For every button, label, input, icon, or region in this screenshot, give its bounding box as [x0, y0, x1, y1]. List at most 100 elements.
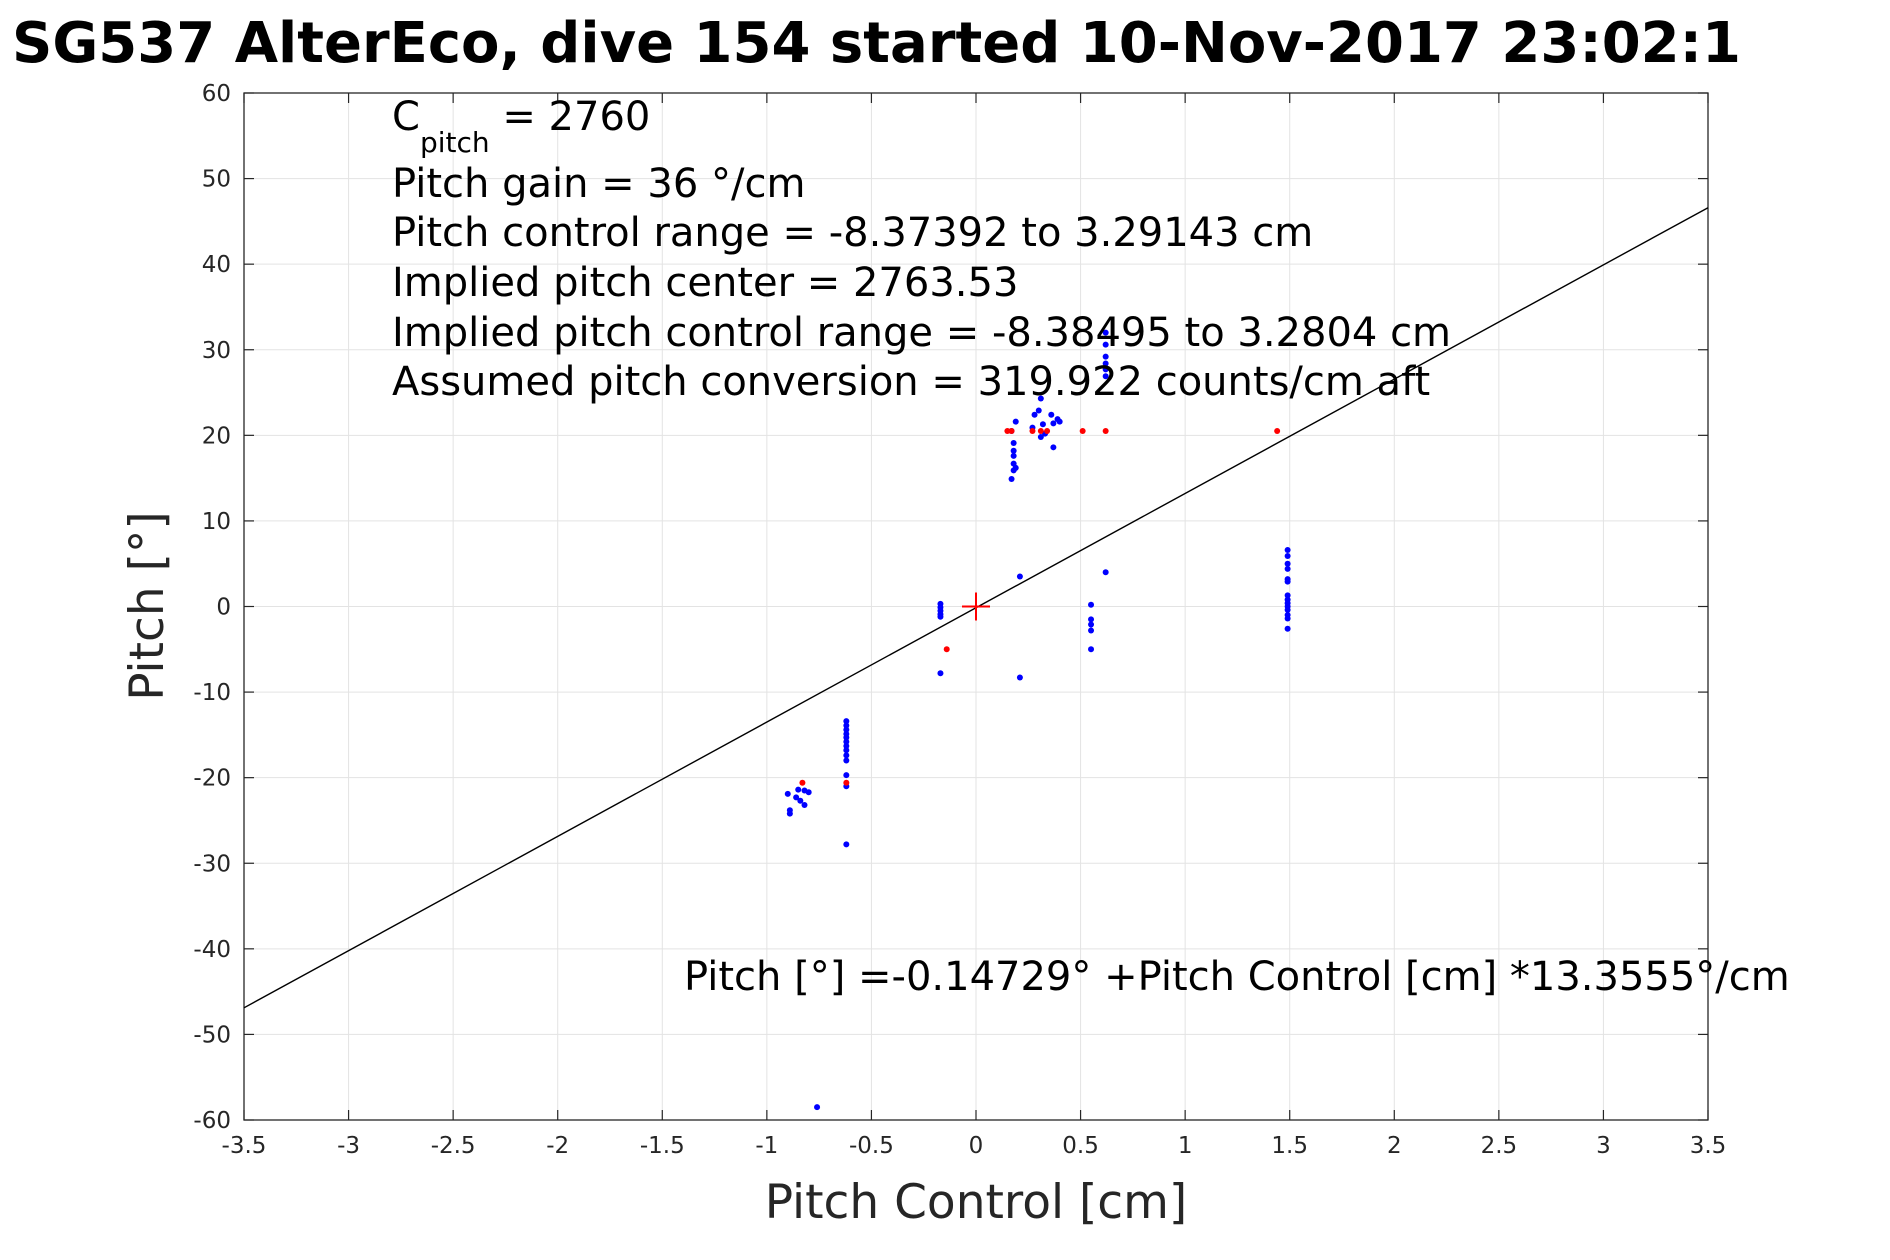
data-point — [795, 786, 802, 793]
y-tick-label: -10 — [193, 680, 231, 706]
data-point — [814, 1104, 821, 1111]
x-tick-label: 0.5 — [1062, 1133, 1099, 1159]
data-point — [1016, 573, 1023, 580]
data-point — [1284, 606, 1291, 613]
data-point — [1088, 627, 1095, 634]
data-point — [1012, 464, 1019, 471]
data-point — [1050, 444, 1057, 451]
x-tick-label: -1.5 — [640, 1133, 685, 1159]
data-point — [1102, 428, 1109, 435]
data-point — [843, 734, 850, 741]
y-tick-label: -50 — [193, 1022, 231, 1048]
data-point — [1284, 560, 1291, 567]
data-point — [805, 789, 812, 796]
data-point — [1012, 418, 1019, 425]
data-point — [1284, 565, 1291, 572]
data-point — [1048, 411, 1055, 418]
y-tick-label: 60 — [202, 81, 231, 107]
data-point — [1102, 353, 1109, 360]
y-tick-label: 50 — [202, 167, 231, 193]
data-point — [843, 722, 850, 729]
data-point — [843, 779, 850, 786]
x-tick-label: -3.5 — [222, 1133, 267, 1159]
x-tick-label: -2.5 — [431, 1133, 476, 1159]
annotation-pitch-control-range: Pitch control range = -8.37392 to 3.2914… — [392, 210, 1313, 256]
x-tick-label: 1.5 — [1271, 1133, 1308, 1159]
y-tick-label: 30 — [202, 338, 231, 364]
data-point — [1004, 428, 1011, 435]
y-tick-labels: -60 -50 -40 -30 -20 -10 0 10 20 30 40 50 60 — [193, 81, 231, 1134]
annotation-assumed-pitch-conversion: Assumed pitch conversion = 319.922 count… — [392, 359, 1430, 405]
data-point — [793, 794, 800, 801]
data-point — [1056, 418, 1063, 425]
data-point — [843, 752, 850, 759]
data-point — [937, 670, 944, 677]
x-tick-label: 2 — [1387, 1133, 1402, 1159]
data-point — [1284, 625, 1291, 632]
data-point — [1044, 428, 1051, 435]
c-pitch-annotation: Cpitch = 2760 — [392, 94, 650, 159]
data-point — [843, 726, 850, 733]
data-point — [1102, 329, 1109, 336]
data-point — [1010, 452, 1017, 459]
center-marker — [962, 592, 990, 621]
y-tick-label: -60 — [193, 1108, 231, 1134]
annotation-pitch-gain: Pitch gain = 36 °/cm — [392, 161, 805, 207]
fit-equation: Pitch [°] =-0.14729° +Pitch Control [cm]… — [684, 954, 1790, 1000]
data-point — [1010, 440, 1017, 447]
data-point — [1037, 395, 1044, 402]
annotation-block: Cpitch = 2760 Pitch gain = 36 °/cm Pitch… — [392, 94, 1451, 405]
y-tick-label: 0 — [216, 595, 231, 621]
y-tick-label: 10 — [202, 509, 231, 535]
data-point — [1284, 547, 1291, 554]
data-point — [1284, 578, 1291, 585]
y-tick-label: -20 — [193, 766, 231, 792]
data-point — [843, 841, 850, 848]
data-point — [1029, 428, 1036, 435]
x-tick-label: 3.5 — [1690, 1133, 1727, 1159]
grid — [243, 92, 1709, 1121]
data-point — [1008, 475, 1015, 482]
data-point — [1050, 420, 1057, 427]
x-tick-label: 0 — [969, 1133, 984, 1159]
data-point — [801, 802, 808, 809]
x-axis-label: Pitch Control [cm] — [765, 1175, 1188, 1230]
data-point — [1088, 601, 1095, 608]
data-point — [1102, 373, 1109, 380]
annotation-implied-pitch-control-range: Implied pitch control range = -8.38495 t… — [392, 310, 1451, 356]
data-point — [843, 757, 850, 764]
data-point — [1284, 592, 1291, 599]
data-point — [843, 772, 850, 779]
c-pitch-prefix: C — [392, 94, 420, 140]
data-point — [797, 797, 804, 804]
data-point — [1102, 360, 1109, 367]
data-point — [1016, 674, 1023, 681]
data-point — [1284, 615, 1291, 622]
data-point — [784, 790, 791, 797]
x-tick-label: 3 — [1596, 1133, 1611, 1159]
x-tick-labels: -3.5 -3 -2.5 -2 -1.5 -1 -0.5 0 0.5 1 1.5 2 2.5 3 3.5 — [222, 1133, 1727, 1159]
x-tick-label: 2.5 — [1481, 1133, 1518, 1159]
c-pitch-subscript: pitch — [420, 126, 490, 159]
data-point — [843, 738, 850, 745]
data-point — [1088, 616, 1095, 623]
data-point — [1037, 428, 1044, 435]
data-point — [843, 747, 850, 754]
data-point — [1284, 553, 1291, 560]
data-point — [1010, 447, 1017, 454]
scatter-points — [784, 329, 1291, 1111]
data-point — [1035, 407, 1042, 414]
axis-ticks — [243, 92, 1709, 1121]
x-tick-label: -1 — [755, 1133, 778, 1159]
data-point — [937, 613, 944, 620]
data-point — [1039, 421, 1046, 428]
y-tick-label: -40 — [193, 937, 231, 963]
data-point — [799, 779, 806, 786]
data-point — [786, 807, 793, 814]
data-point — [1088, 646, 1095, 653]
y-tick-label: 20 — [202, 423, 231, 449]
data-point — [1102, 366, 1109, 373]
y-tick-label: 40 — [202, 252, 231, 278]
x-tick-label: 1 — [1178, 1133, 1193, 1159]
